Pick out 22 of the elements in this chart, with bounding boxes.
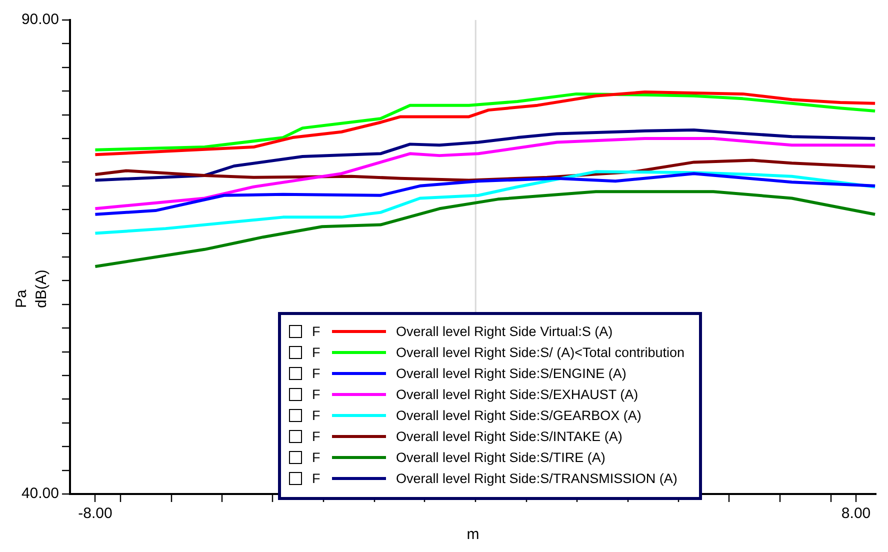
legend-label: Overall level Right Side:S/TRANSMISSION (A) [396, 471, 678, 486]
annotation: F [312, 408, 322, 423]
y-tick-label: 90.00 [21, 11, 59, 28]
legend-label: Overall level Right Side Virtual:S (A) [396, 324, 613, 339]
legend-label: Overall level Right Side:S/ (A)<Total contribution [396, 345, 685, 360]
annotation: F [312, 471, 322, 486]
y-tick-label: 40.00 [21, 485, 59, 502]
legend-label: Overall level Right Side:S/TIRE (A) [396, 450, 606, 465]
annotation: F [312, 324, 322, 339]
annotation: F [312, 387, 322, 402]
legend-label: Overall level Right Side:S/ENGINE (A) [396, 366, 626, 381]
annotation: F [312, 429, 322, 444]
legend-label: Overall level Right Side:S/EXHAUST (A) [396, 387, 638, 402]
x-axis-title: m [466, 526, 480, 544]
legend-label: Overall level Right Side:S/GEARBOX (A) [396, 408, 642, 423]
annotation: F [312, 345, 322, 360]
annotation: F [312, 450, 322, 465]
x-tick-label: 8.00 [841, 505, 871, 522]
annotation: F [312, 366, 322, 381]
legend-label: Overall level Right Side:S/INTAKE (A) [396, 429, 622, 444]
x-tick-label: -8.00 [78, 505, 112, 522]
y-axis-title: Pa dB(A) [12, 270, 51, 308]
